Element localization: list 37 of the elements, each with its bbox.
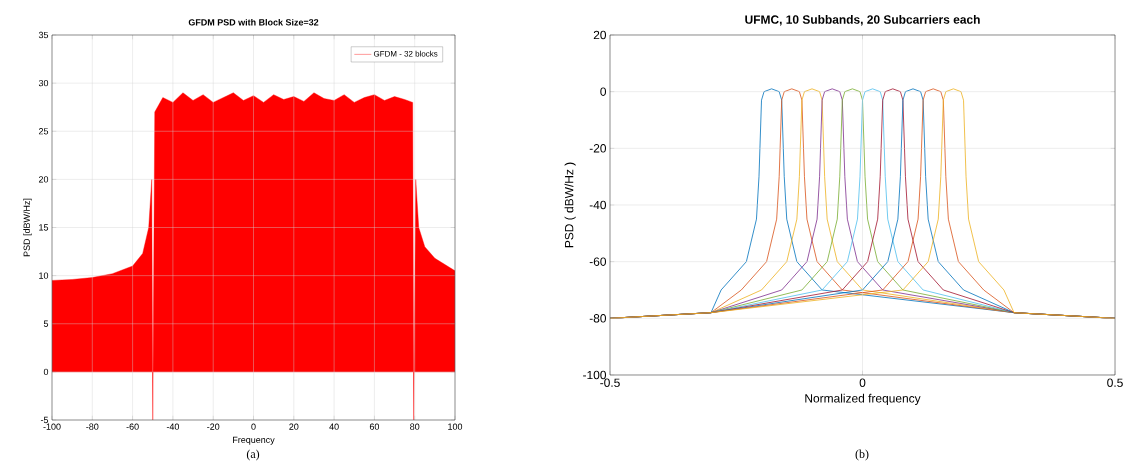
y-tick-label: 20 xyxy=(593,30,607,40)
y-tick-label: -80 xyxy=(589,314,607,323)
x-tick-label: 0.5 xyxy=(1107,378,1123,387)
x-tick-label: 20 xyxy=(289,423,299,430)
y-tick-label: 20 xyxy=(38,176,49,183)
y-tick-label: 25 xyxy=(38,128,49,135)
x-tick-label: 0 xyxy=(251,423,256,430)
y-tick-label: -100 xyxy=(583,370,607,380)
text: (a) xyxy=(246,449,260,461)
text: (b) xyxy=(855,449,869,461)
y-tick-label: -40 xyxy=(589,200,607,210)
y-tick-label: -60 xyxy=(589,257,607,266)
x-tick-label: -80 xyxy=(86,423,99,430)
y-tick-label: 15 xyxy=(39,224,49,231)
y-axis-title: PSD [dBW/Hz] xyxy=(23,198,32,257)
y-tick-label: 0 xyxy=(43,368,49,376)
y-tick-label: 0 xyxy=(600,87,607,96)
x-tick-label: 60 xyxy=(369,423,380,430)
chart-title: GFDM PSD with Block Size=32 xyxy=(188,18,319,26)
x-tick-label: -0.5 xyxy=(600,378,620,387)
y-tick-label: -5 xyxy=(40,416,49,424)
x-axis-title: Normalized frequency xyxy=(805,393,921,405)
x-tick-label: 100 xyxy=(448,423,463,430)
y-tick-label: 35 xyxy=(38,31,49,39)
y-tick-label: -20 xyxy=(589,144,607,153)
y-tick-label: 30 xyxy=(38,79,49,87)
chart-title: UFMC, 10 Subbands, 20 Subcarriers each xyxy=(745,14,980,26)
x-tick-label: 40 xyxy=(329,423,339,430)
y-axis-title: PSD ( dBW/Hz ) xyxy=(564,162,576,248)
y-tick-label: 10 xyxy=(39,272,49,279)
y-tick-label: 5 xyxy=(43,320,49,327)
x-tick-label: -60 xyxy=(126,423,139,430)
x-tick-label: 80 xyxy=(410,423,420,430)
x-axis-title: Frequency xyxy=(233,436,275,445)
x-tick-label: -20 xyxy=(207,423,220,430)
x-tick-label: -40 xyxy=(166,423,180,430)
x-tick-label: 0 xyxy=(859,378,866,387)
